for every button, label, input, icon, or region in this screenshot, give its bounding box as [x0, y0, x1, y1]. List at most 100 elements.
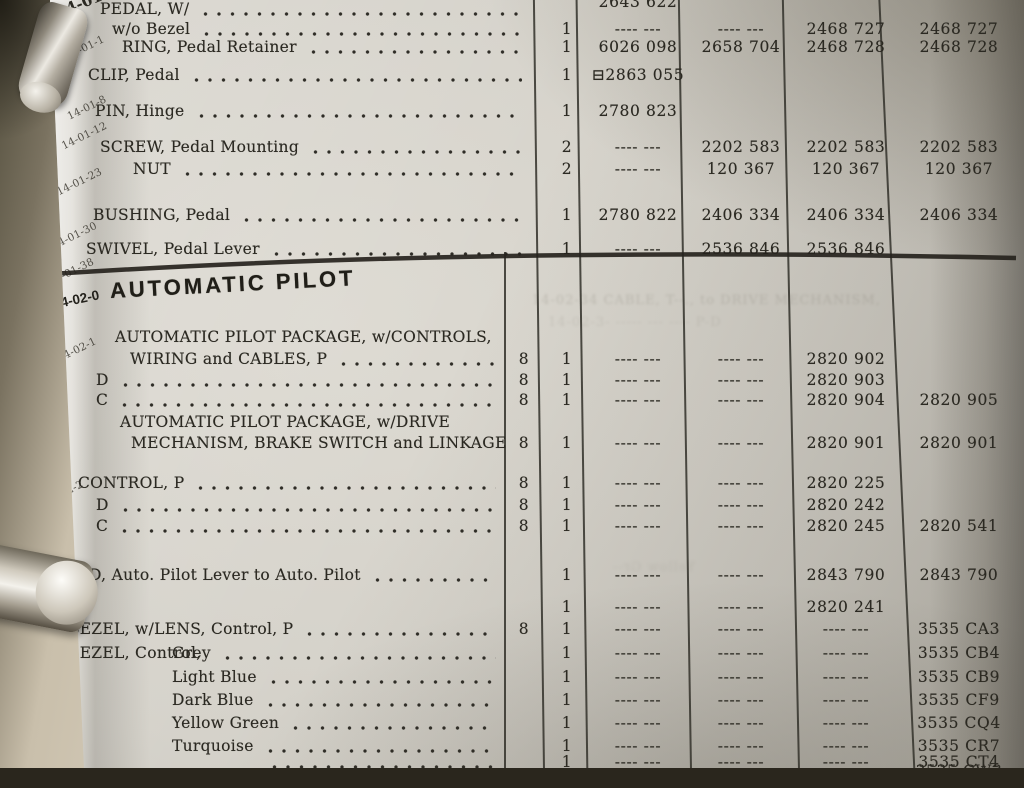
- part-label: ROD, Auto. Pilot Lever to Auto. Pilot: [64, 566, 361, 584]
- part-row: WIRING and CABLES, P 8 1 ---- --- ---- -…: [50, 350, 1024, 371]
- part-number-cell: 2780 822: [598, 206, 678, 224]
- part-label: RING, Pedal Retainer: [122, 38, 297, 56]
- part-number-cell: 2820 904: [806, 391, 886, 409]
- qty-cell: 1: [561, 737, 573, 755]
- qty-cell: 1: [561, 102, 573, 120]
- item-code: 14-01-12: [59, 119, 109, 153]
- part-number-cell: 3535 CB4: [917, 644, 1001, 662]
- dot-leader: [204, 31, 522, 38]
- part-row: Turquoise 1 ---- --- ---- --- ---- --- 3…: [50, 737, 1024, 758]
- part-number-cell: ---- ---: [822, 691, 870, 709]
- qty-cell: 1: [561, 350, 573, 368]
- qty-cell: 1: [561, 714, 573, 732]
- part-number-cell: ---- ---: [614, 371, 662, 389]
- dot-leader: [198, 113, 522, 120]
- part-number-cell: ---- ---: [614, 391, 662, 409]
- part-label: C: [96, 391, 109, 409]
- part-number-cell: 2536 846: [701, 240, 781, 258]
- part-label: PIN, Hinge: [95, 102, 185, 120]
- part-number-cell: 2820 242: [806, 496, 886, 514]
- part-row: SWIVEL, Pedal Lever 1 ---- --- 2536 846 …: [50, 240, 1024, 261]
- part-number-cell: ---- ---: [822, 620, 870, 638]
- part-number-cell: 3535 CA3: [917, 620, 1001, 638]
- column-rule: [877, 0, 916, 768]
- dot-leader: [267, 748, 496, 755]
- part-label: CLIP, Pedal: [88, 66, 180, 84]
- part-number-cell: ---- ---: [614, 753, 662, 771]
- part-row: PIN, Hinge 1 2780 823: [50, 102, 1024, 123]
- part-label: BEZEL, Control,: [68, 644, 202, 662]
- dot-leader: [122, 507, 496, 514]
- part-number-cell: ---- ---: [717, 517, 765, 535]
- part-number-cell: 2843 790: [806, 566, 886, 584]
- part-row: AUTOMATIC PILOT PACKAGE, w/CONTROLS,: [50, 328, 1024, 349]
- group-cell: 8: [518, 517, 530, 535]
- dot-leader: [293, 725, 496, 732]
- part-row: w/o Bezel 1 ---- --- ---- --- 2468 727 2…: [50, 20, 1024, 41]
- part-label: BUSHING, Pedal: [93, 206, 231, 224]
- part-number-cell: ---- ---: [614, 20, 662, 38]
- column-rule: [677, 0, 692, 768]
- part-number-cell: 3535 CB9: [917, 668, 1001, 686]
- group-cell: 8: [518, 371, 530, 389]
- part-number-cell: 2820 225: [806, 474, 886, 492]
- column-rule: [575, 0, 589, 768]
- part-number-cell: 2468 727: [806, 20, 886, 38]
- part-row: AUTOMATIC PILOT PACKAGE, w/DRIVE: [50, 413, 1024, 434]
- part-number-cell: ---- ---: [717, 620, 765, 638]
- dot-leader: [270, 679, 496, 686]
- part-number-cell: ---- ---: [717, 691, 765, 709]
- column-rule: [532, 0, 545, 768]
- part-number-cell: ---- ---: [717, 20, 765, 38]
- part-number-cell: ---- ---: [717, 350, 765, 368]
- qty-cell: 1: [561, 753, 573, 771]
- part-row: MECHANISM, BRAKE SWITCH and LINKAGE 8 1 …: [50, 434, 1024, 455]
- part-number-cell: ---- ---: [717, 474, 765, 492]
- qty-cell: 1: [561, 474, 573, 492]
- item-code: 14-01-23: [54, 165, 104, 199]
- dot-leader: [313, 149, 522, 156]
- part-number-cell: ---- ---: [822, 737, 870, 755]
- part-number-cell: ---- ---: [717, 737, 765, 755]
- part-number-cell: ---- ---: [822, 714, 870, 732]
- part-number-cell: ---- ---: [717, 391, 765, 409]
- part-row: 3535 CW3: [50, 762, 1024, 768]
- part-number-cell: ---- ---: [717, 644, 765, 662]
- part-number-cell: 2468 728: [919, 38, 999, 56]
- part-number-cell: 3535 CQ4: [917, 714, 1001, 732]
- part-number-cell: 2468 727: [919, 20, 999, 38]
- qty-cell: 1: [561, 496, 573, 514]
- part-number-cell: 2468 728: [806, 38, 886, 56]
- qty-cell: 1: [561, 391, 573, 409]
- part-label: WIRING and CABLES, P: [130, 350, 328, 368]
- part-number-cell: ---- ---: [614, 668, 662, 686]
- group-cell: 8: [518, 620, 530, 638]
- part-row: Yellow Green 1 ---- --- ---- --- ---- --…: [50, 714, 1024, 735]
- part-label: NUT: [133, 160, 171, 178]
- qty-cell: 1: [561, 206, 573, 224]
- part-number-cell: 2202 583: [806, 138, 886, 156]
- part-row: BUSHING, Pedal 1 2780 822 2406 334 2406 …: [50, 206, 1024, 227]
- part-number-cell: 2406 334: [701, 206, 781, 224]
- qty-cell: 1: [561, 20, 573, 38]
- ghost-text: 14-02-34 CABLE, T--., to DRIVE MECHANISM…: [532, 293, 881, 308]
- color-label: Yellow Green: [172, 714, 280, 732]
- part-number-cell: 2820 905: [919, 391, 999, 409]
- color-label: Light Blue: [172, 668, 257, 686]
- part-number-cell: 3535 CF9: [918, 691, 1000, 709]
- part-number-cell: 120 367: [706, 160, 776, 178]
- part-number-cell: ---- ---: [614, 160, 662, 178]
- part-row: C 8 1 ---- --- ---- --- 2820 245 2820 54…: [50, 517, 1024, 538]
- part-number-cell: ---- ---: [822, 644, 870, 662]
- column-rule: [781, 0, 801, 768]
- part-row: BEZEL, Control, Grey 1 ---- --- ---- ---…: [50, 644, 1024, 665]
- qty-cell: 1: [561, 517, 573, 535]
- ghost-text: Yellow Gr--: [612, 560, 695, 575]
- qty-cell: 1: [561, 566, 573, 584]
- part-label: SWIVEL, Pedal Lever: [86, 240, 260, 258]
- part-number-cell: 120 367: [811, 160, 881, 178]
- part-row: 1 ---- --- ---- --- 2820 241: [50, 598, 1024, 619]
- group-cell: 8: [518, 496, 530, 514]
- part-number-cell: ---- ---: [614, 598, 662, 616]
- part-row: ROD, Auto. Pilot Lever to Auto. Pilot 1 …: [50, 566, 1024, 587]
